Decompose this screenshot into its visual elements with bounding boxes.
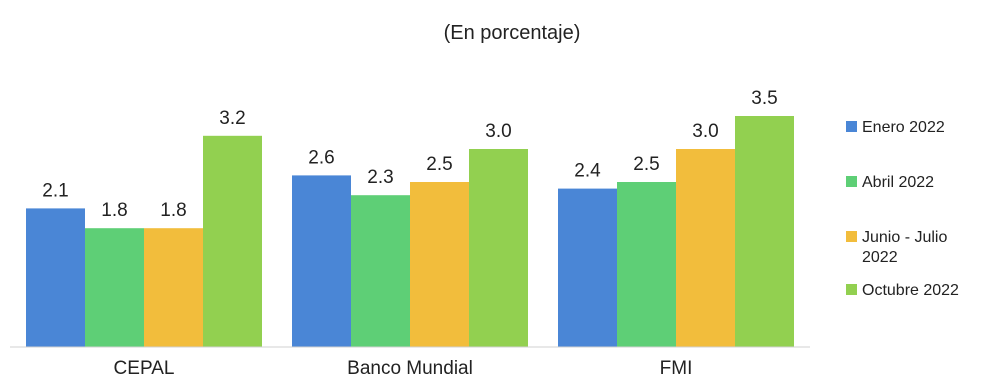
legend-label: Enero 2022 xyxy=(862,119,945,136)
data-label: 1.8 xyxy=(160,200,186,221)
data-label: 2.5 xyxy=(426,154,452,175)
data-label: 2.1 xyxy=(42,180,68,201)
bar-banco-mundial-2 xyxy=(351,195,410,347)
bar-cepal-2 xyxy=(85,228,144,347)
data-label: 2.5 xyxy=(633,154,659,175)
data-label: 3.2 xyxy=(219,108,245,129)
data-label: 1.8 xyxy=(101,200,127,221)
legend: Enero 2022 Abril 2022 Junio - Julio 2022 Oct… xyxy=(846,119,959,299)
legend-label: Octubre 2022 xyxy=(862,282,959,299)
bar-fmi-3 xyxy=(676,149,735,347)
bar-fmi-1 xyxy=(558,188,617,347)
bar-cepal-3 xyxy=(144,228,203,347)
x-tick-label: CEPAL xyxy=(114,358,175,377)
legend-swatch xyxy=(846,121,857,132)
bar-fmi-4 xyxy=(735,116,794,347)
bar-banco-mundial-1 xyxy=(292,175,351,347)
data-labels-group: 2.1 1.8 1.8 3.2 2.6 2.3 2.5 3.0 2.4 2.5 3.0 3.5 xyxy=(42,88,777,221)
bar-banco-mundial-4 xyxy=(469,149,528,347)
data-label: 3.0 xyxy=(692,121,718,142)
bar-banco-mundial-3 xyxy=(410,182,469,347)
legend-swatch xyxy=(846,176,857,187)
bars-group xyxy=(26,116,794,347)
x-tick-label: Banco Mundial xyxy=(347,358,473,377)
legend-swatch xyxy=(846,231,857,242)
bar-cepal-1 xyxy=(26,208,85,347)
data-label: 2.6 xyxy=(308,147,334,168)
legend-swatch xyxy=(846,284,857,295)
legend-label: Abril 2022 xyxy=(862,174,934,191)
chart-subtitle: (En porcentaje) xyxy=(444,22,581,44)
data-label: 3.5 xyxy=(751,88,777,109)
bar-fmi-2 xyxy=(617,182,676,347)
legend-label: 2022 xyxy=(862,249,898,266)
x-tick-label: FMI xyxy=(660,358,693,377)
legend-label: Junio - Julio xyxy=(862,229,947,246)
bar-cepal-4 xyxy=(203,135,262,347)
data-label: 2.3 xyxy=(367,167,393,188)
data-label: 3.0 xyxy=(485,121,511,142)
x-tick-labels: CEPAL Banco Mundial FMI xyxy=(114,358,693,377)
data-label: 2.4 xyxy=(574,161,601,182)
